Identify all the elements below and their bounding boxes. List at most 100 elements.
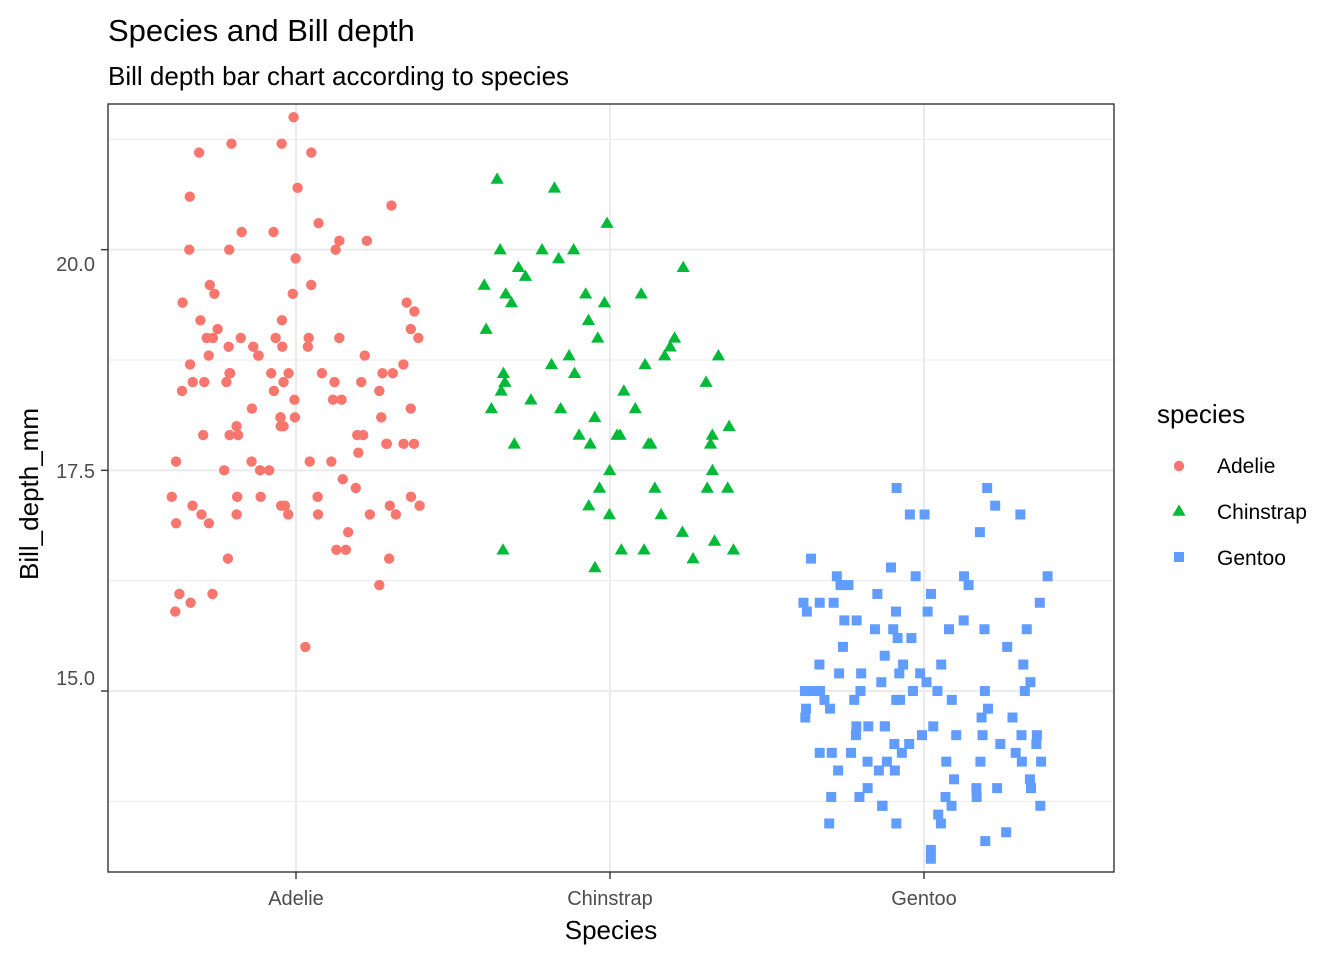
data-point-chinstrap — [592, 481, 607, 493]
data-point-adelie — [184, 359, 196, 370]
data-point-adelie — [170, 518, 182, 529]
data-point-gentoo — [932, 686, 943, 697]
data-point-gentoo — [1031, 739, 1042, 749]
data-point-gentoo — [979, 686, 990, 697]
data-point-gentoo — [922, 606, 933, 617]
data-point-gentoo — [800, 712, 811, 723]
data-point-chinstrap — [507, 437, 521, 449]
data-point-adelie — [224, 244, 235, 255]
data-point-adelie — [413, 332, 424, 344]
data-point-adelie — [377, 368, 388, 379]
data-point-gentoo — [872, 588, 883, 599]
data-point-adelie — [306, 147, 317, 158]
data-point-adelie — [235, 332, 246, 344]
data-point-gentoo — [837, 641, 848, 652]
data-point-adelie — [290, 253, 301, 264]
data-point-adelie — [184, 244, 195, 255]
data-point-chinstrap — [490, 172, 504, 184]
data-point-gentoo — [863, 721, 874, 732]
data-point-adelie — [224, 368, 235, 379]
data-point-gentoo — [862, 783, 873, 794]
data-point-adelie — [288, 112, 299, 123]
data-point-chinstrap — [535, 243, 549, 255]
data-point-gentoo — [891, 606, 902, 617]
data-point-gentoo — [799, 686, 810, 697]
data-point-gentoo — [936, 659, 947, 670]
data-point-gentoo — [854, 791, 865, 802]
data-point-chinstrap — [603, 463, 617, 476]
data-point-gentoo — [976, 712, 987, 723]
data-point-gentoo — [855, 686, 866, 697]
data-point-adelie — [334, 332, 345, 344]
data-point-adelie — [302, 341, 314, 352]
data-point-gentoo — [951, 730, 962, 741]
data-point-chinstrap — [547, 181, 562, 193]
data-point-gentoo — [906, 633, 917, 644]
data-point-gentoo — [806, 553, 817, 564]
data-point-adelie — [329, 376, 340, 388]
data-point-adelie — [199, 376, 210, 388]
data-point-gentoo — [941, 756, 952, 767]
data-point-adelie — [276, 138, 287, 149]
data-point-gentoo — [910, 571, 921, 582]
data-point-chinstrap — [721, 481, 735, 493]
data-point-gentoo — [958, 615, 969, 626]
data-point-gentoo — [977, 730, 988, 741]
data-point-gentoo — [1015, 509, 1026, 520]
data-point-gentoo — [921, 677, 932, 688]
data-point-adelie — [398, 438, 409, 450]
data-point-chinstrap — [658, 348, 672, 361]
data-point-adelie — [170, 456, 182, 467]
data-point-chinstrap — [504, 296, 519, 308]
data-point-chinstrap — [588, 410, 602, 423]
data-point-gentoo — [1024, 774, 1035, 785]
data-point-adelie — [313, 217, 324, 229]
data-point-gentoo — [933, 809, 944, 820]
data-point-adelie — [195, 315, 206, 326]
data-point-gentoo — [885, 562, 896, 573]
x-tick-label: Adelie — [268, 888, 324, 910]
data-point-adelie — [204, 279, 216, 291]
data-point-chinstrap — [700, 481, 714, 493]
data-point-chinstrap — [518, 269, 533, 281]
data-point-adelie — [283, 368, 294, 379]
data-point-gentoo — [919, 509, 930, 520]
data-point-gentoo — [808, 686, 819, 697]
data-point-adelie — [289, 394, 300, 405]
data-point-gentoo — [879, 650, 890, 661]
data-point-adelie — [193, 147, 205, 158]
data-point-gentoo — [982, 483, 993, 493]
data-point-adelie — [330, 244, 341, 255]
data-point-gentoo — [856, 668, 867, 679]
data-point-adelie — [196, 509, 207, 520]
data-point-adelie — [334, 235, 345, 247]
data-point-chinstrap — [511, 260, 526, 273]
data-point-adelie — [353, 447, 364, 458]
data-point-gentoo — [1002, 641, 1013, 652]
data-point-gentoo — [814, 686, 825, 697]
data-point-adelie — [374, 385, 385, 397]
data-point-gentoo — [862, 756, 873, 767]
data-point-adelie — [268, 226, 279, 238]
data-point-adelie — [398, 359, 409, 370]
data-point-gentoo — [894, 668, 905, 679]
data-point-gentoo — [949, 774, 960, 785]
data-point-gentoo — [1036, 756, 1047, 767]
data-point-adelie — [401, 297, 412, 308]
data-point-adelie — [359, 350, 370, 361]
data-point-gentoo — [1019, 686, 1030, 697]
data-point-chinstrap — [628, 401, 642, 414]
data-point-chinstrap — [614, 543, 628, 555]
data-point-adelie — [374, 579, 385, 591]
data-point-chinstrap — [581, 313, 596, 326]
data-point-gentoo — [798, 597, 809, 608]
data-point-gentoo — [888, 624, 899, 635]
y-tick-label: 15.0 — [56, 668, 95, 690]
data-point-adelie — [212, 323, 223, 335]
data-point-adelie — [361, 235, 373, 247]
data-point-gentoo — [801, 703, 812, 714]
data-point-adelie — [207, 588, 218, 600]
data-point-gentoo — [1031, 730, 1042, 741]
data-point-adelie — [405, 491, 417, 503]
y-axis-title: Bill_depth_mm — [14, 408, 44, 580]
